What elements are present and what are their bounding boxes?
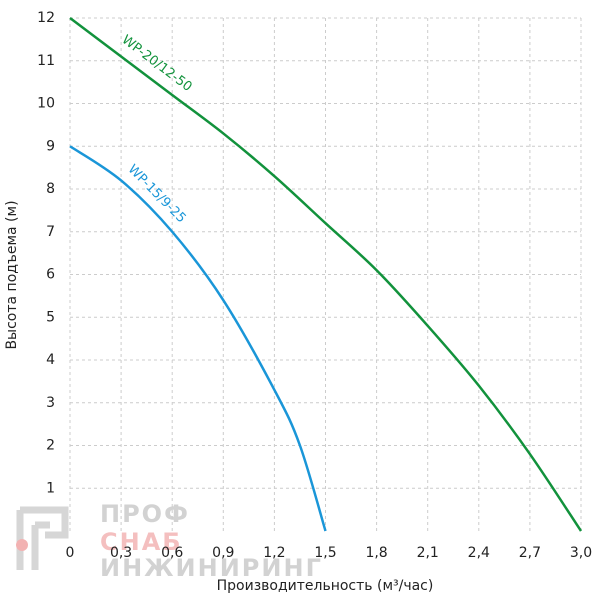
x-tick-label: 1,8 xyxy=(365,545,387,561)
y-tick-label: 9 xyxy=(46,138,55,154)
y-tick-label: 11 xyxy=(37,53,55,69)
y-axis-title: Высота подъема (м) xyxy=(4,200,20,349)
x-tick-label: 0,3 xyxy=(110,545,132,561)
y-tick-label: 12 xyxy=(37,10,55,26)
x-tick-label: 3,0 xyxy=(570,545,592,561)
x-tick-label: 0,6 xyxy=(161,545,183,561)
x-axis-title: Производительность (м³/час) xyxy=(217,578,434,594)
y-tick-label: 1 xyxy=(46,480,55,496)
y-tick-label: 10 xyxy=(37,96,55,112)
watermark-text: ИНЖИНИРИНГ xyxy=(100,554,323,582)
y-tick-label: 3 xyxy=(46,395,55,411)
y-tick-label: 2 xyxy=(46,438,55,454)
x-tick-label: 1,2 xyxy=(263,545,285,561)
logo-dot xyxy=(16,539,28,551)
logo-icon xyxy=(16,506,69,570)
x-tick-label: 2,1 xyxy=(417,545,439,561)
watermark-text: СНАБ xyxy=(100,528,183,556)
x-tick-label: 0 xyxy=(66,545,75,561)
x-tick-label: 2,7 xyxy=(519,545,541,561)
y-tick-label: 6 xyxy=(46,267,55,283)
curve xyxy=(69,17,583,532)
logo: ПРОФ СНАБ ИНЖИНИРИНГ xyxy=(16,500,323,582)
curve xyxy=(69,145,327,532)
y-tick-label: 7 xyxy=(46,224,55,240)
watermark-text: ПРОФ xyxy=(100,500,190,528)
y-tick-label: 5 xyxy=(46,309,55,325)
x-tick-label: 2,4 xyxy=(468,545,490,561)
x-tick-label: 1,5 xyxy=(314,545,336,561)
x-tick-label: 0,9 xyxy=(212,545,234,561)
y-tick-label: 4 xyxy=(46,352,55,368)
series-label: WP-15/9-25 xyxy=(125,162,189,226)
y-tick-label: 8 xyxy=(46,181,55,197)
